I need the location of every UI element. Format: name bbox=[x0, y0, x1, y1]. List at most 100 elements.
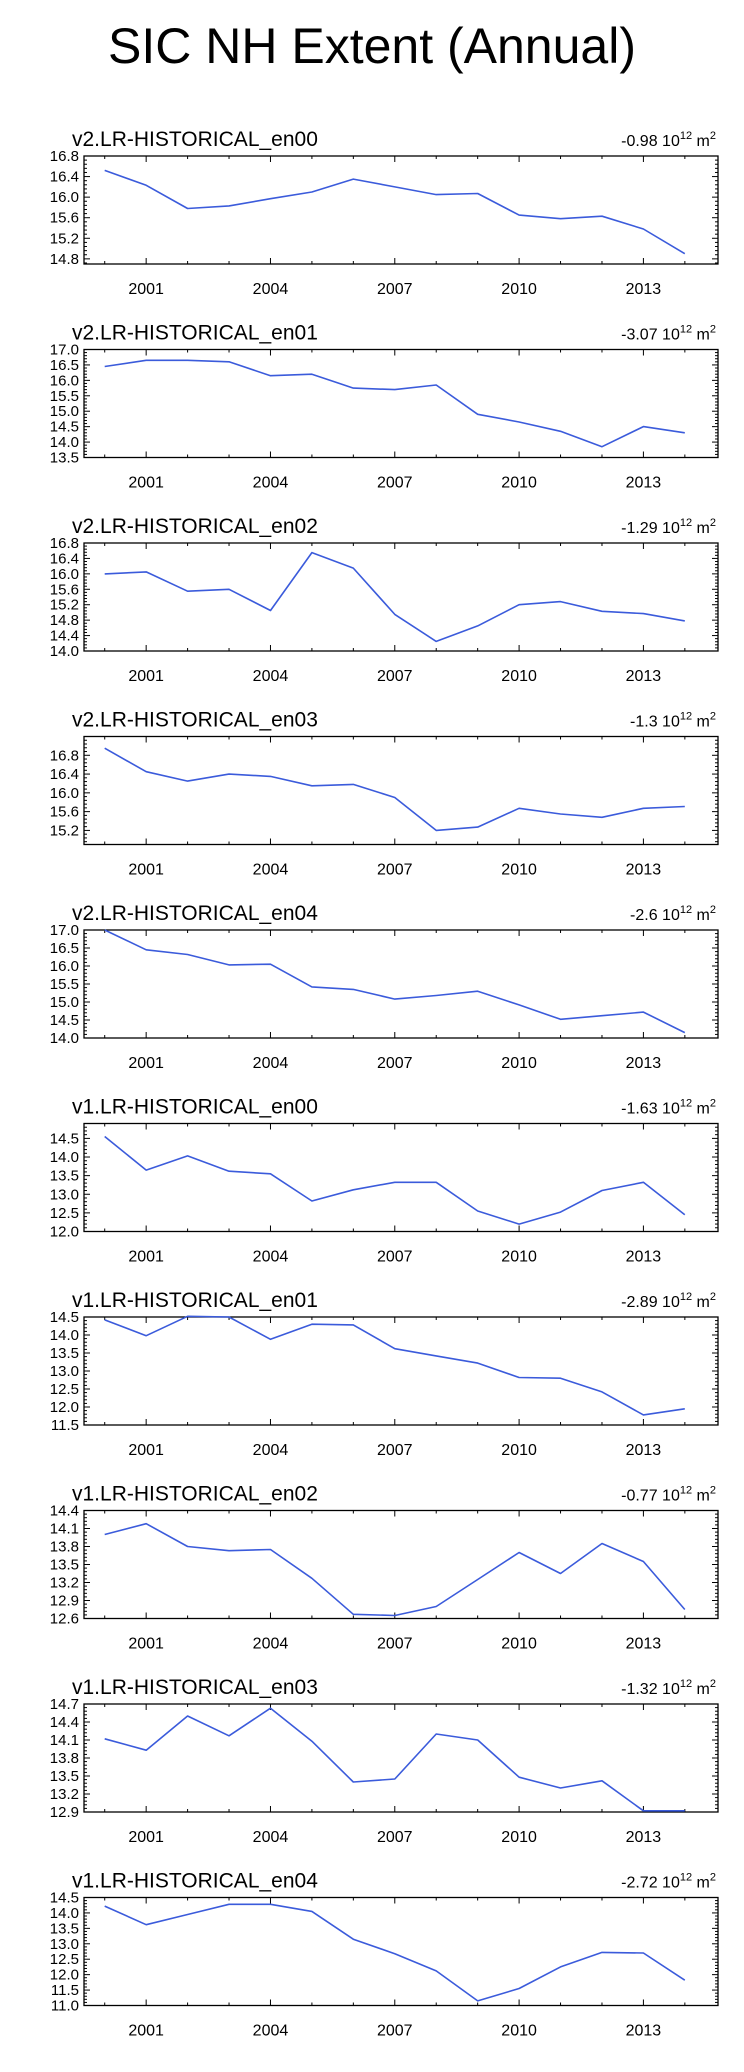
trend-value: -2.89 bbox=[621, 1294, 662, 1311]
data-point bbox=[684, 1408, 686, 1410]
trend-unit-suffix: m bbox=[692, 1488, 710, 1505]
data-point bbox=[435, 384, 437, 386]
trend-value: -1.32 bbox=[621, 1681, 662, 1698]
x-tick-label: 2001 bbox=[128, 1055, 164, 1072]
plot-frame bbox=[83, 1316, 719, 1426]
x-tick-label: 2010 bbox=[501, 1636, 537, 1653]
trend-unit-exp: 12 bbox=[680, 517, 692, 529]
data-point bbox=[560, 1377, 562, 1379]
trend-unit: 10 bbox=[662, 1101, 680, 1118]
trend-label: -2.6 1012 m2 bbox=[630, 904, 716, 924]
y-tick-label: 13.2 bbox=[50, 1575, 79, 1592]
data-point bbox=[269, 1338, 271, 1340]
plot-frame bbox=[83, 929, 719, 1039]
data-point bbox=[311, 785, 313, 787]
trend-label: -1.32 1012 m2 bbox=[621, 1678, 716, 1698]
data-point bbox=[104, 747, 106, 749]
data-point bbox=[228, 1735, 230, 1737]
trend-unit: 10 bbox=[662, 1875, 680, 1892]
data-point bbox=[601, 610, 603, 612]
trend-value: -1.63 bbox=[621, 1101, 662, 1118]
x-tick-label: 2010 bbox=[501, 1055, 537, 1072]
trend-unit-suffix-exp: 2 bbox=[710, 517, 716, 529]
y-tick-label: 15.2 bbox=[50, 230, 79, 247]
trend-unit-suffix-exp: 2 bbox=[710, 1291, 716, 1303]
data-point bbox=[642, 426, 644, 428]
y-tick-label: 16.0 bbox=[50, 372, 79, 389]
trend-label: -1.3 1012 m2 bbox=[630, 711, 716, 731]
data-point bbox=[104, 1534, 106, 1536]
y-tick-label: 13.5 bbox=[50, 1345, 79, 1362]
series-line bbox=[104, 359, 685, 448]
trend-unit-suffix-exp: 2 bbox=[710, 1872, 716, 1884]
panel-title: v2.LR-HISTORICAL_en01 bbox=[72, 322, 318, 345]
data-point bbox=[228, 588, 230, 590]
y-tick-label: 14.1 bbox=[50, 1732, 79, 1749]
y-tick-label: 13.5 bbox=[50, 1920, 79, 1937]
data-point bbox=[435, 995, 437, 997]
plot-frame bbox=[83, 155, 719, 265]
data-point bbox=[684, 1810, 686, 1812]
data-point bbox=[145, 571, 147, 573]
x-tick-label: 2007 bbox=[377, 668, 413, 685]
y-tick-label: 13.5 bbox=[50, 1557, 79, 1574]
figure-title: SIC NH Extent (Annual) bbox=[108, 18, 636, 74]
y-tick-label: 14.8 bbox=[50, 612, 79, 629]
x-tick-label: 2004 bbox=[253, 1249, 289, 1266]
data-point bbox=[311, 191, 313, 193]
x-tick-label: 2007 bbox=[377, 475, 413, 492]
x-tick-label: 2007 bbox=[377, 1055, 413, 1072]
trend-unit-suffix: m bbox=[692, 1294, 710, 1311]
panel-title: v1.LR-HISTORICAL_en04 bbox=[72, 1870, 318, 1893]
data-point bbox=[394, 1615, 396, 1617]
data-point bbox=[269, 1173, 271, 1175]
y-tick-label: 16.5 bbox=[50, 357, 79, 374]
data-point bbox=[477, 1210, 479, 1212]
y-tick-label: 13.8 bbox=[50, 1539, 79, 1556]
x-tick-label: 2001 bbox=[128, 668, 164, 685]
data-point bbox=[269, 610, 271, 612]
data-point bbox=[145, 1169, 147, 1171]
data-point bbox=[435, 1181, 437, 1183]
data-point bbox=[642, 228, 644, 230]
x-tick-label: 2013 bbox=[626, 1055, 662, 1072]
data-point bbox=[435, 1970, 437, 1972]
data-point bbox=[601, 1951, 603, 1953]
y-tick-label: 16.8 bbox=[50, 747, 79, 764]
y-tick-label: 16.8 bbox=[50, 148, 79, 165]
data-point bbox=[145, 949, 147, 951]
x-tick-label: 2004 bbox=[253, 1055, 289, 1072]
trend-value: -1.29 bbox=[621, 520, 662, 537]
y-tick-label: 14.0 bbox=[50, 434, 79, 451]
x-tick-label: 2013 bbox=[626, 2023, 662, 2040]
data-point bbox=[642, 1561, 644, 1563]
trend-label: -2.72 1012 m2 bbox=[621, 1872, 716, 1892]
trend-unit: 10 bbox=[662, 327, 680, 344]
y-tick-label: 14.5 bbox=[50, 1890, 79, 1907]
data-point bbox=[518, 807, 520, 809]
data-point bbox=[560, 218, 562, 220]
data-point bbox=[352, 178, 354, 180]
trend-unit: 10 bbox=[662, 133, 680, 150]
x-tick-label: 2007 bbox=[377, 1829, 413, 1846]
panel-title: v2.LR-HISTORICAL_en00 bbox=[72, 128, 318, 151]
y-tick-label: 16.4 bbox=[50, 169, 79, 186]
plot-frame bbox=[83, 1896, 719, 2007]
panel-title: v2.LR-HISTORICAL_en02 bbox=[72, 515, 318, 538]
y-tick-label: 12.9 bbox=[50, 1804, 79, 1821]
series-line bbox=[104, 551, 685, 643]
data-point bbox=[435, 1606, 437, 1608]
trend-unit-suffix: m bbox=[692, 327, 710, 344]
panel-title: v2.LR-HISTORICAL_en03 bbox=[72, 709, 318, 732]
x-tick-label: 2007 bbox=[377, 1636, 413, 1653]
x-tick-label: 2007 bbox=[377, 2023, 413, 2040]
data-point bbox=[477, 1579, 479, 1581]
trend-unit-suffix: m bbox=[692, 907, 710, 924]
data-point bbox=[435, 194, 437, 196]
data-point bbox=[187, 780, 189, 782]
y-tick-label: 14.8 bbox=[50, 251, 79, 268]
data-point bbox=[269, 963, 271, 965]
data-point bbox=[269, 198, 271, 200]
y-tick-label: 16.4 bbox=[50, 550, 79, 567]
data-point bbox=[394, 797, 396, 799]
